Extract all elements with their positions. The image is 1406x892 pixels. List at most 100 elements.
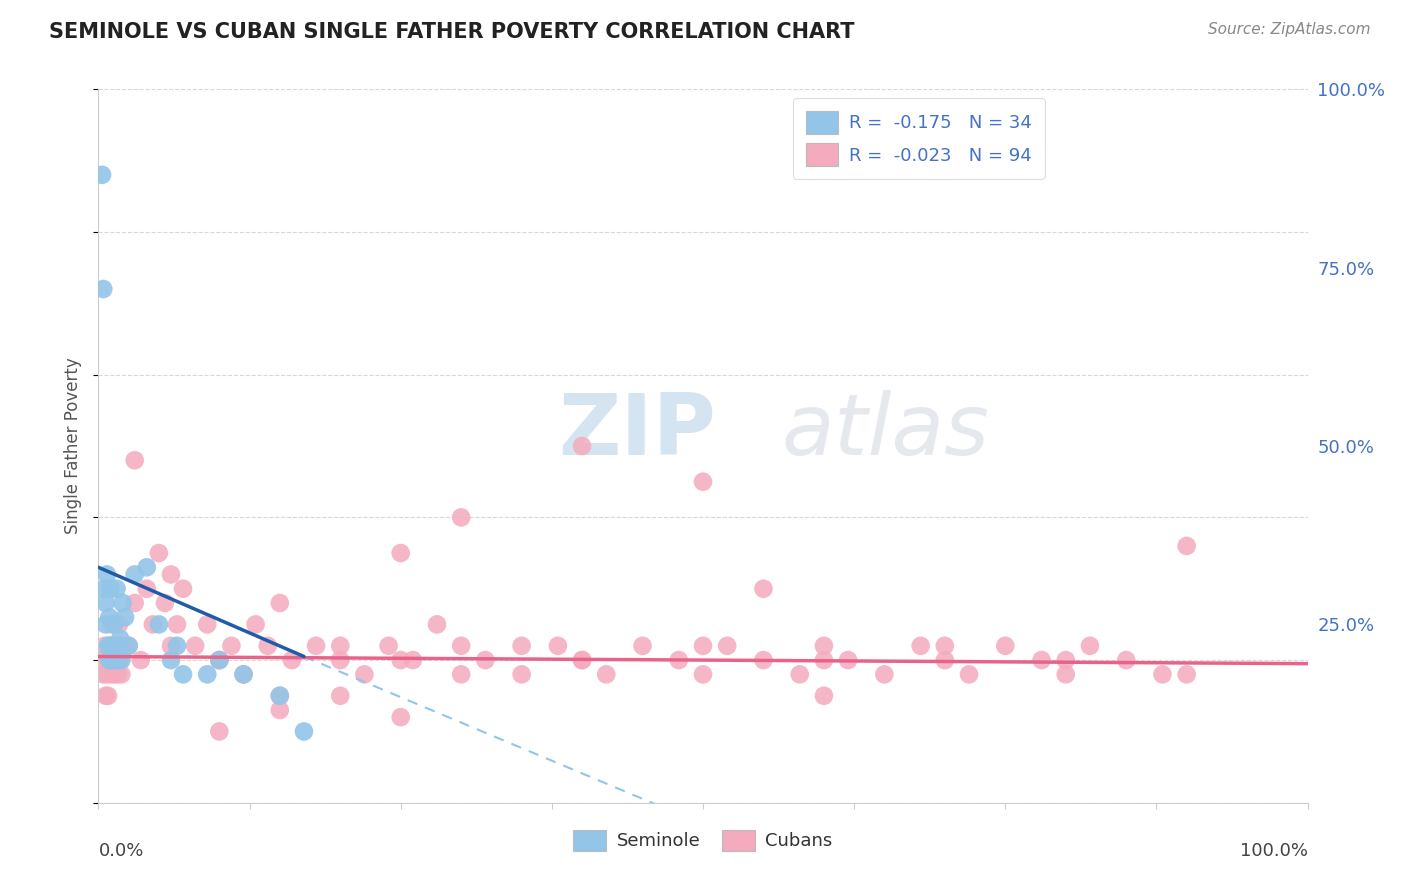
Point	[93, 639, 115, 653]
Point	[96, 567, 118, 582]
Point	[100, 667, 122, 681]
Point	[716, 639, 738, 653]
Point	[124, 567, 146, 582]
Point	[269, 596, 291, 610]
Point	[1115, 653, 1137, 667]
Point	[160, 567, 183, 582]
Point	[108, 617, 131, 632]
Point	[103, 667, 125, 681]
Point	[94, 617, 117, 632]
Point	[402, 653, 425, 667]
Point	[110, 653, 132, 667]
Point	[166, 639, 188, 653]
Point	[571, 653, 593, 667]
Point	[172, 667, 194, 681]
Point	[105, 639, 128, 653]
Point	[160, 639, 183, 653]
Point	[104, 653, 127, 667]
Point	[100, 653, 122, 667]
Text: SEMINOLE VS CUBAN SINGLE FATHER POVERTY CORRELATION CHART: SEMINOLE VS CUBAN SINGLE FATHER POVERTY …	[49, 22, 855, 42]
Point	[668, 653, 690, 667]
Point	[232, 667, 254, 681]
Point	[111, 639, 134, 653]
Point	[389, 653, 412, 667]
Text: Source: ZipAtlas.com: Source: ZipAtlas.com	[1208, 22, 1371, 37]
Point	[148, 546, 170, 560]
Point	[101, 639, 124, 653]
Text: 100.0%: 100.0%	[1240, 842, 1308, 860]
Point	[631, 639, 654, 653]
Point	[93, 582, 115, 596]
Point	[329, 689, 352, 703]
Point	[91, 282, 114, 296]
Point	[595, 667, 617, 681]
Point	[571, 439, 593, 453]
Point	[1152, 667, 1174, 681]
Point	[426, 617, 449, 632]
Text: atlas: atlas	[782, 390, 990, 474]
Point	[142, 617, 165, 632]
Text: ZIP: ZIP	[558, 390, 716, 474]
Point	[208, 653, 231, 667]
Point	[172, 582, 194, 596]
Point	[184, 639, 207, 653]
Point	[789, 667, 811, 681]
Point	[107, 639, 129, 653]
Point	[105, 582, 128, 596]
Point	[107, 667, 129, 681]
Point	[124, 596, 146, 610]
Point	[103, 617, 125, 632]
Point	[389, 710, 412, 724]
Point	[100, 639, 122, 653]
Point	[837, 653, 859, 667]
Y-axis label: Single Father Poverty: Single Father Poverty	[65, 358, 83, 534]
Point	[98, 639, 121, 653]
Point	[934, 639, 956, 653]
Point	[450, 639, 472, 653]
Point	[91, 653, 114, 667]
Point	[292, 724, 315, 739]
Point	[114, 610, 136, 624]
Point	[269, 689, 291, 703]
Point	[692, 639, 714, 653]
Point	[571, 653, 593, 667]
Point	[353, 667, 375, 681]
Point	[281, 653, 304, 667]
Point	[269, 689, 291, 703]
Point	[752, 582, 775, 596]
Point	[450, 667, 472, 681]
Point	[329, 639, 352, 653]
Point	[305, 639, 328, 653]
Point	[377, 639, 399, 653]
Point	[195, 667, 218, 681]
Point	[100, 653, 122, 667]
Point	[1175, 667, 1198, 681]
Point	[94, 596, 117, 610]
Point	[1054, 667, 1077, 681]
Point	[957, 667, 980, 681]
Point	[256, 639, 278, 653]
Point	[813, 639, 835, 653]
Point	[108, 653, 131, 667]
Point	[100, 617, 122, 632]
Point	[1175, 539, 1198, 553]
Point	[98, 610, 121, 624]
Point	[97, 689, 120, 703]
Text: 0.0%: 0.0%	[98, 842, 143, 860]
Point	[1078, 639, 1101, 653]
Point	[934, 653, 956, 667]
Point	[124, 453, 146, 467]
Legend: Seminole, Cubans: Seminole, Cubans	[567, 822, 839, 858]
Point	[166, 617, 188, 632]
Point	[111, 596, 134, 610]
Point	[221, 639, 243, 653]
Point	[135, 560, 157, 574]
Point	[97, 653, 120, 667]
Point	[994, 639, 1017, 653]
Point	[98, 653, 121, 667]
Point	[101, 639, 124, 653]
Point	[135, 582, 157, 596]
Point	[510, 639, 533, 653]
Point	[91, 168, 114, 182]
Point	[108, 653, 131, 667]
